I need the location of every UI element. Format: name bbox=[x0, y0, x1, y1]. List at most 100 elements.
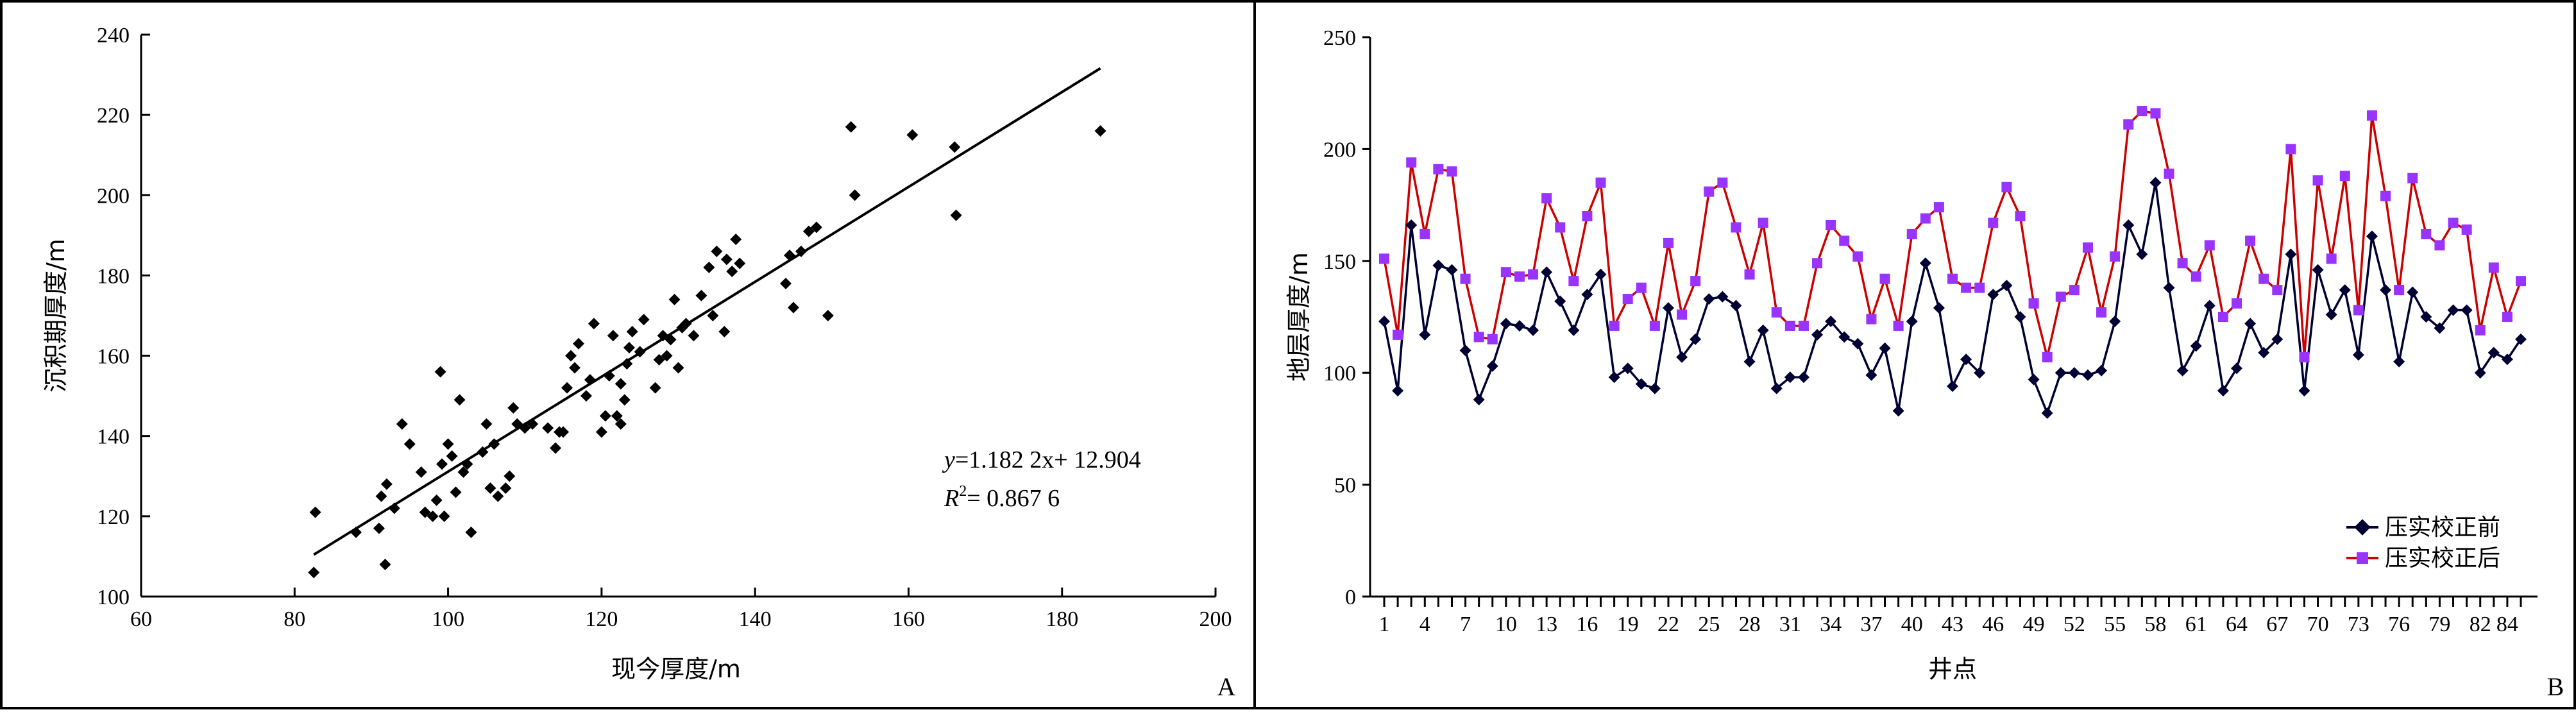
legend: 压实校正前 压实校正后 bbox=[2346, 514, 2500, 572]
scatter-point bbox=[845, 121, 857, 133]
x-tick-label: 49 bbox=[2023, 613, 2045, 636]
scatter-point bbox=[649, 382, 661, 394]
panel-label-b: B bbox=[2547, 672, 2564, 701]
x-tick-label: 55 bbox=[2104, 613, 2126, 636]
data-point bbox=[2177, 258, 2188, 269]
data-point bbox=[2299, 352, 2310, 362]
y-tick-label: 160 bbox=[97, 345, 130, 369]
data-point bbox=[1527, 324, 1539, 336]
data-point bbox=[2515, 333, 2527, 345]
scatter-point bbox=[453, 394, 466, 406]
data-point bbox=[2109, 315, 2121, 327]
data-point bbox=[2258, 273, 2269, 284]
x-tick-label: 140 bbox=[739, 607, 772, 631]
data-point bbox=[2014, 311, 2026, 323]
data-point bbox=[1784, 371, 1796, 384]
x-tick-label: 67 bbox=[2266, 613, 2288, 636]
data-point bbox=[1393, 329, 1403, 340]
data-point bbox=[1730, 300, 1742, 312]
data-point bbox=[2055, 291, 2066, 302]
x-tick-label: 22 bbox=[1657, 613, 1679, 636]
data-point bbox=[2325, 309, 2337, 321]
scatter-point bbox=[396, 418, 408, 430]
data-point bbox=[1947, 273, 1958, 284]
data-point bbox=[2028, 298, 2039, 309]
data-point bbox=[1812, 258, 1823, 269]
scatter-point bbox=[500, 482, 512, 495]
data-point bbox=[2339, 284, 2351, 296]
data-point bbox=[1636, 282, 1647, 293]
panel-label-a: A bbox=[1217, 672, 1236, 701]
data-point bbox=[2217, 385, 2229, 397]
data-point bbox=[2394, 285, 2405, 296]
chart-panel-a: 60 80 100 120 140 160 180 200 100 120 140 160 180 200… bbox=[0, 0, 1256, 709]
scatter-point bbox=[595, 426, 607, 438]
data-point bbox=[2123, 219, 2135, 231]
data-point bbox=[2407, 173, 2418, 183]
data-point bbox=[2434, 240, 2445, 251]
legend-label-before: 压实校正前 bbox=[2385, 514, 2500, 541]
data-point bbox=[1582, 211, 1593, 222]
data-point bbox=[1961, 282, 1972, 293]
data-point bbox=[1541, 193, 1552, 204]
scatter-point bbox=[373, 522, 385, 534]
scatter-chart: 60 80 100 120 140 160 180 200 100 120 140 160 180 200… bbox=[42, 24, 1236, 701]
data-point bbox=[1757, 324, 1769, 336]
data-point bbox=[1866, 314, 1877, 325]
data-point bbox=[1839, 235, 1850, 246]
data-point bbox=[1595, 177, 1606, 188]
scatter-point bbox=[703, 261, 715, 273]
scatter-point bbox=[572, 337, 584, 350]
r-squared-label: R2= 0.867 6 bbox=[944, 483, 1060, 512]
data-point bbox=[1609, 320, 1620, 331]
data-point bbox=[2068, 367, 2080, 379]
data-point bbox=[1378, 315, 1390, 327]
data-point bbox=[1920, 213, 1931, 224]
data-point bbox=[1933, 302, 1945, 314]
y-tick-label: 220 bbox=[97, 104, 130, 128]
data-point bbox=[2231, 362, 2242, 375]
scatter-point bbox=[457, 466, 470, 479]
scatter-point bbox=[588, 318, 600, 330]
data-point bbox=[1500, 267, 1511, 278]
data-point bbox=[1487, 334, 1498, 344]
x-tick-label: 16 bbox=[1576, 613, 1598, 636]
data-point bbox=[1419, 328, 1431, 341]
data-point bbox=[2366, 230, 2378, 242]
legend-marker-after bbox=[2357, 552, 2368, 564]
x-tick-label: 120 bbox=[585, 607, 618, 631]
scatter-point bbox=[802, 225, 815, 237]
scatter-point bbox=[949, 141, 961, 153]
data-point bbox=[2150, 108, 2161, 119]
x-tick-label: 52 bbox=[2063, 613, 2085, 636]
legend-label-after: 压实校正后 bbox=[2385, 545, 2500, 572]
y-tick-label: 150 bbox=[1323, 250, 1356, 274]
data-point bbox=[2164, 168, 2174, 179]
scatter-point bbox=[446, 450, 458, 462]
data-point bbox=[2082, 242, 2093, 253]
x-tick-label: 46 bbox=[1982, 613, 2004, 636]
data-point bbox=[1716, 291, 1729, 303]
data-point bbox=[2204, 240, 2215, 251]
data-point bbox=[2366, 110, 2377, 121]
data-point bbox=[1892, 405, 1904, 417]
data-point bbox=[2137, 106, 2148, 117]
data-point bbox=[1988, 217, 1999, 228]
data-point bbox=[2203, 300, 2216, 312]
data-point bbox=[1797, 371, 1809, 384]
x-tick-label: 160 bbox=[892, 607, 925, 631]
data-point bbox=[2326, 253, 2337, 264]
data-point bbox=[1677, 309, 1688, 320]
data-point bbox=[2407, 286, 2419, 298]
data-point bbox=[1676, 351, 1688, 363]
scatter-point bbox=[542, 422, 554, 434]
y-axis-title: 沉积期厚度/m bbox=[42, 239, 70, 393]
y-tick-label: 100 bbox=[1323, 362, 1356, 386]
x-tick-label: 79 bbox=[2428, 613, 2450, 636]
data-point bbox=[1419, 228, 1430, 239]
scatter-point bbox=[638, 314, 650, 326]
data-point bbox=[2245, 235, 2256, 246]
data-point bbox=[1581, 289, 1593, 301]
data-point bbox=[1486, 360, 1498, 372]
data-point bbox=[2055, 367, 2067, 379]
